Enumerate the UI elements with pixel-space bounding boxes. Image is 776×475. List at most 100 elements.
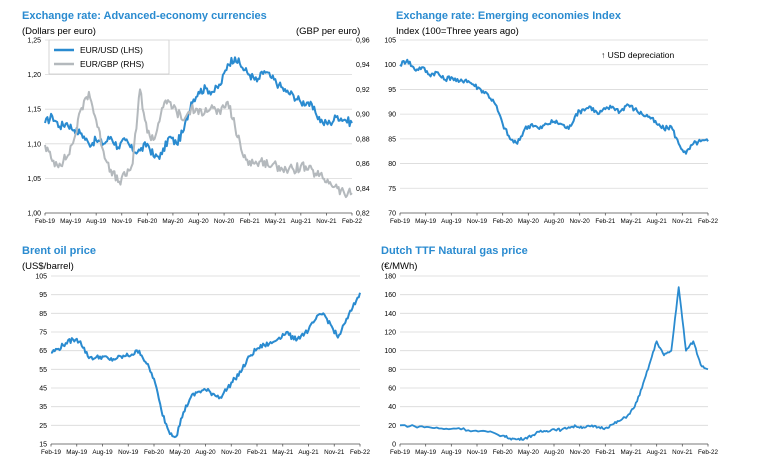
panel3-x-tick-label: Aug-21 (298, 449, 319, 456)
panel1-y2-tick-label: 0,86 (356, 161, 370, 168)
panel2-y-tick-label: 80 (388, 161, 396, 168)
panel1-legend (48, 39, 170, 75)
panel1-y2-tick-label: 0,92 (356, 87, 370, 94)
panel2-x-tick-label: Aug-19 (441, 218, 462, 225)
panel2-x-tick-label: May-20 (518, 218, 539, 225)
panel2-x-tick-label: Nov-19 (467, 218, 488, 225)
panel4-x-tick-label: Feb-22 (698, 449, 718, 456)
panel4-x-tick-label: May-19 (415, 449, 436, 456)
panel3-x-tick-label: Feb-21 (247, 449, 267, 456)
panel2-x-tick-label: Aug-20 (544, 218, 565, 225)
panel2-x-tick-label: May-19 (415, 218, 436, 225)
panel3-x-tick-label: May-20 (169, 449, 190, 456)
panel1-y2-tick-label: 0,84 (356, 186, 370, 193)
panel3-x-tick-label: Aug-19 (92, 449, 113, 456)
panel2-series-line (399, 58, 709, 155)
panel1-y2-tick-label: 0,88 (356, 136, 370, 143)
panel1-x-tick-label: Aug-20 (188, 218, 209, 225)
panel4-x-tick-label: May-20 (518, 449, 539, 456)
panel4-x-tick-label: May-21 (621, 449, 642, 456)
panel4-y-tick-label: 120 (384, 330, 396, 337)
panel2-y-tick-label: 70 (388, 211, 396, 218)
panel1-x-tick-label: May-19 (60, 218, 81, 225)
panel3-y-tick-label: 105 (35, 274, 47, 281)
panel3-y-tick-label: 55 (39, 367, 47, 374)
panel2-annotation: ↑ USD depreciation (601, 50, 675, 60)
panel2-y-tick-label: 90 (388, 112, 396, 119)
panel2-y-tick-label: 95 (388, 87, 396, 94)
panel1-y2-tick-label: 0,94 (356, 62, 370, 69)
panel1-x-tick-label: Nov-19 (112, 218, 133, 225)
panel1-y-tick-label: 1,20 (27, 72, 41, 79)
panel4-y-tick-label: 160 (384, 292, 396, 299)
panel1-x-tick-label: Nov-20 (214, 218, 235, 225)
panel2-x-tick-label: Aug-21 (647, 218, 668, 225)
panel1-title: Exchange rate: Advanced-economy currenci… (22, 10, 267, 22)
panel4-x-tick-label: Feb-20 (493, 449, 513, 456)
panel4-x-tick-label: Aug-20 (544, 449, 565, 456)
panel3-series-line (50, 292, 361, 439)
panel2-x-tick-label: May-21 (621, 218, 642, 225)
panel2-x-tick-label: Feb-20 (493, 218, 513, 225)
panel3-x-tick-label: Aug-20 (195, 449, 216, 456)
panel4-x-tick-label: Aug-19 (441, 449, 462, 456)
panel4-y-tick-label: 140 (384, 311, 396, 318)
panel2-y-tick-label: 100 (384, 62, 396, 69)
panel4-y-tick-label: 0 (392, 442, 396, 449)
panel1-x-tick-label: Aug-21 (291, 218, 312, 225)
panel3-x-tick-label: Nov-19 (118, 449, 139, 456)
panel1-series-line (44, 88, 353, 199)
panel4-x-tick-label: Feb-21 (595, 449, 615, 456)
panel4-title: Dutch TTF Natural gas price (381, 245, 528, 257)
panel4-x-tick-label: Aug-21 (647, 449, 668, 456)
panel2-y-tick-label: 105 (384, 38, 396, 45)
panel3-x-tick-label: Nov-20 (221, 449, 242, 456)
panel1-y-tick-label: 1,00 (27, 211, 41, 218)
panel4-y-tick-label: 40 (388, 404, 396, 411)
panel3-y-tick-label: 35 (39, 404, 47, 411)
panel4-y-tick-label: 20 (388, 423, 396, 430)
panel1-y2-tick-label: 0,90 (356, 112, 370, 119)
panel2-ylabel: Index (100=Three years ago) (396, 26, 519, 37)
panel1-y2label: (GBP per euro) (296, 26, 360, 37)
panel3-y-tick-label: 25 (39, 423, 47, 430)
panel1-y-tick-label: 1,10 (27, 141, 41, 148)
panel4-y-tick-label: 60 (388, 386, 396, 393)
panel3-y-tick-label: 45 (39, 386, 47, 393)
panel1-y-tick-label: 1,15 (27, 107, 41, 114)
panel3-ylabel: (US$/barrel) (22, 261, 74, 272)
panel4-x-tick-label: Nov-21 (672, 449, 693, 456)
panel1-x-tick-label: May-21 (265, 218, 286, 225)
panel3-x-tick-label: Nov-21 (324, 449, 345, 456)
panel4-y-tick-label: 80 (388, 367, 396, 374)
panel4-x-tick-label: Nov-19 (467, 449, 488, 456)
panel1-x-tick-label: Aug-19 (86, 218, 107, 225)
panel3-x-tick-label: Feb-22 (350, 449, 370, 456)
panel4-ylabel: (€/MWh) (381, 261, 417, 272)
panel1-y2-tick-label: 0,96 (356, 38, 370, 45)
panel3-x-tick-label: Feb-19 (41, 449, 61, 456)
panel1-ylabel: (Dollars per euro) (22, 26, 96, 37)
panel1-y-tick-label: 1,05 (27, 176, 41, 183)
panel1-x-tick-label: Nov-21 (316, 218, 337, 225)
panel3-y-tick-label: 75 (39, 330, 47, 337)
panel2-y-tick-label: 75 (388, 186, 396, 193)
panel4-x-tick-label: Feb-19 (390, 449, 410, 456)
legend-label-eurgbp: EUR/GBP (RHS) (80, 59, 144, 69)
panel2-x-tick-label: Nov-21 (672, 218, 693, 225)
panel1-x-tick-label: Feb-21 (240, 218, 260, 225)
panel1-y-tick-label: 1,25 (27, 38, 41, 45)
panel3-x-tick-label: May-19 (66, 449, 87, 456)
panel1-series-line (44, 56, 353, 160)
panel3-title: Brent oil price (22, 245, 96, 257)
panel3-x-tick-label: Feb-20 (144, 449, 164, 456)
panel2-y-tick-label: 85 (388, 136, 396, 143)
legend-label-eurusd: EUR/USD (LHS) (80, 45, 143, 55)
panel3-y-tick-label: 95 (39, 292, 47, 299)
panel3-y-tick-label: 65 (39, 348, 47, 355)
panel2-title: Exchange rate: Emerging economies Index (396, 10, 622, 22)
panel1-x-tick-label: May-20 (162, 218, 183, 225)
panel2-x-tick-label: Feb-22 (698, 218, 718, 225)
panel2-x-tick-label: Feb-19 (390, 218, 410, 225)
